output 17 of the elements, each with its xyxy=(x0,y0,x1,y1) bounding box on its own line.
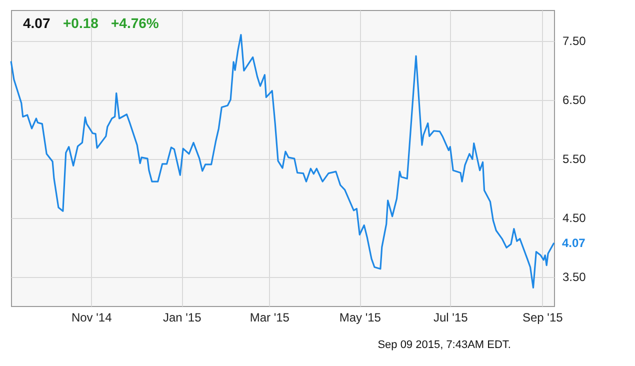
x-tick-label: Sep '15 xyxy=(522,310,564,324)
x-tick-label: May '15 xyxy=(339,310,382,324)
annotation: +0.18 xyxy=(63,15,99,31)
y-tick-label: 3.50 xyxy=(562,270,586,284)
x-tick-label: Nov '14 xyxy=(71,310,112,324)
text: Sep 09 2015, 7:43AM EDT. xyxy=(378,339,511,351)
y-tick-label: 6.50 xyxy=(562,93,586,108)
x-tick-label: Jan '15 xyxy=(162,310,202,324)
y-tick-label: 7.50 xyxy=(562,34,586,48)
y-tick-label: 4.50 xyxy=(562,211,586,226)
annotation: 4.07 xyxy=(23,15,50,31)
x-tick-label: Jul '15 xyxy=(433,310,468,324)
annotation: 4.07 xyxy=(562,236,586,250)
annotation: +4.76% xyxy=(111,15,160,31)
y-tick-label: 5.50 xyxy=(562,152,586,166)
line-series xyxy=(10,34,555,289)
x-tick-label: Mar '15 xyxy=(250,310,290,324)
